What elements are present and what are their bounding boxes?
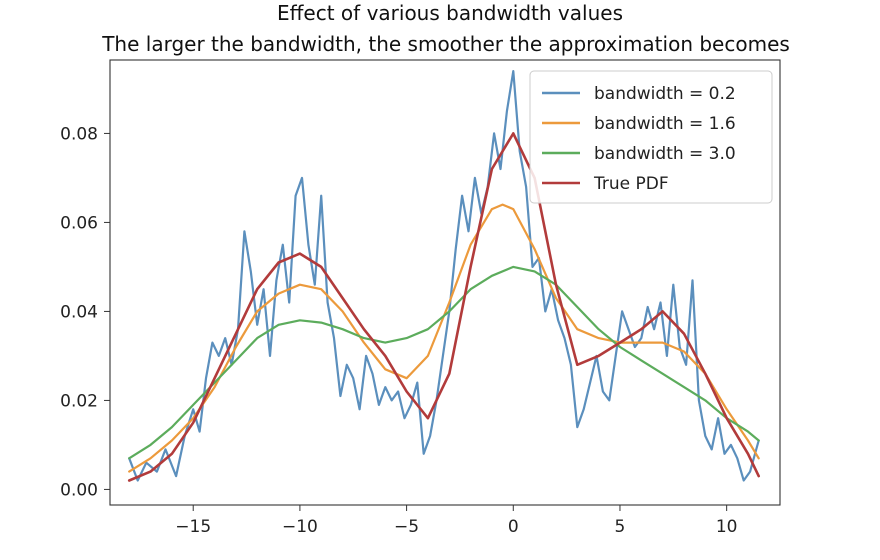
x-tick-label: 5: [615, 517, 626, 537]
legend-box: [529, 70, 773, 204]
x-tick-label: 10: [716, 517, 738, 537]
chart-title: Effect of various bandwidth values: [277, 1, 623, 25]
series-layer: [127, 69, 761, 482]
chart-subtitle: The larger the bandwidth, the smoother t…: [101, 32, 790, 56]
x-tick-label: −5: [394, 517, 419, 537]
x-tick-label: −15: [175, 517, 211, 537]
series-line-2: [128, 203, 760, 473]
x-tick-label: −10: [282, 517, 318, 537]
y-tick-label: 0.02: [60, 391, 98, 411]
legend-label: bandwidth = 3.0: [594, 144, 736, 164]
y-axis: 0.00 0.02 0.04 0.06 0.08: [60, 124, 110, 500]
series-line-1: [128, 69, 760, 482]
legend-label: bandwidth = 0.2: [594, 84, 736, 104]
legend-label: True PDF: [593, 174, 669, 194]
y-tick-label: 0.00: [60, 480, 98, 500]
legend-label: bandwidth = 1.6: [594, 114, 736, 134]
y-tick-label: 0.08: [60, 124, 98, 144]
x-tick-label: 0: [508, 517, 519, 537]
y-tick-label: 0.06: [60, 213, 98, 233]
y-tick-label: 0.04: [60, 302, 98, 322]
series-line-4: [127, 132, 761, 482]
x-axis: −15 −10 −5 0 5 10: [175, 505, 737, 537]
series-line-3: [128, 265, 760, 460]
legend: bandwidth = 0.2 bandwidth = 1.6 bandwidth …: [529, 70, 773, 204]
